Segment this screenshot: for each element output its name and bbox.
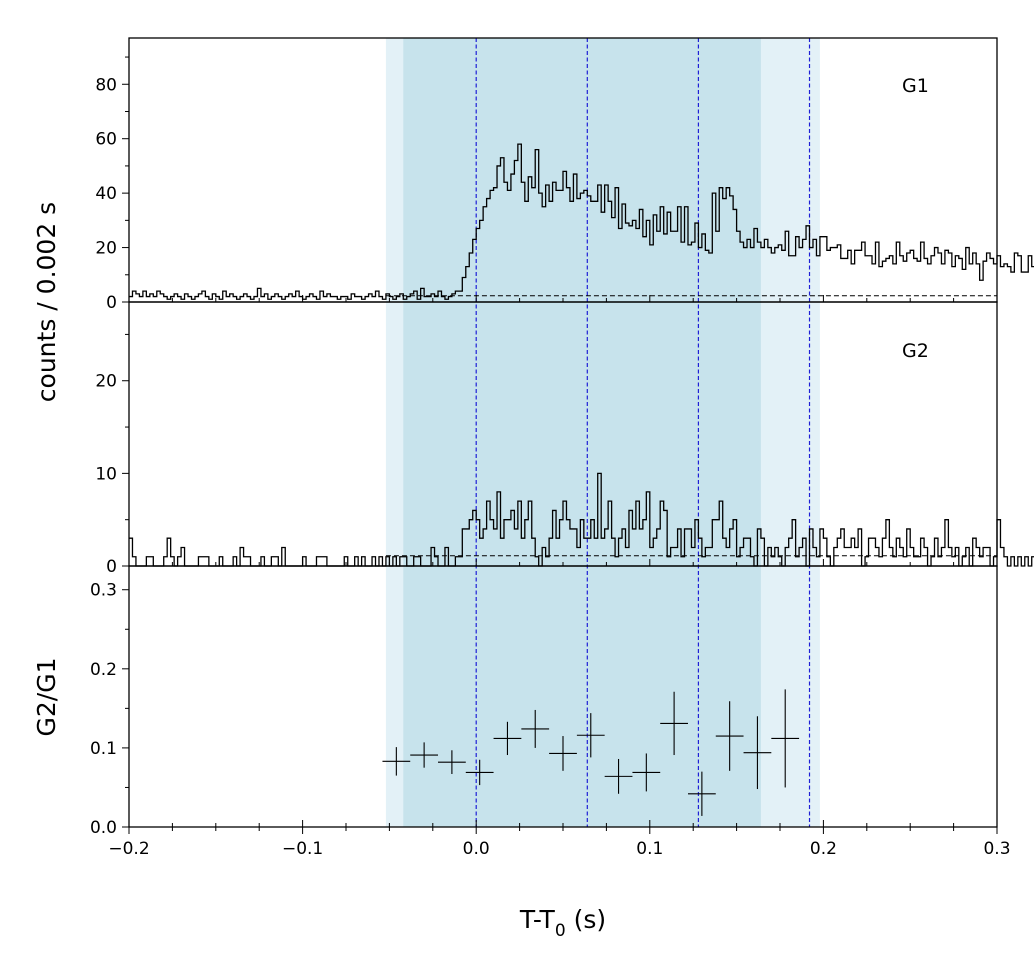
x-axis-label: T-T0 (s) (519, 905, 606, 941)
ytick-label-panel2: 20 (95, 372, 117, 392)
histogram-g2 (129, 472, 1034, 567)
ratio-point-6 (521, 709, 550, 748)
labels: G1 G2 counts / 0.002 s G2/G1 T-T0 (s) (32, 75, 929, 941)
y-axis-label-counts: counts / 0.002 s (32, 202, 61, 402)
ratio-point-12 (687, 771, 716, 816)
shaded-regions (385, 38, 820, 827)
xtick-label: 0.1 (636, 839, 663, 859)
ytick-label-panel1: 80 (95, 75, 117, 95)
ytick-label-panel2: 10 (95, 464, 117, 484)
histogram-g1 (129, 143, 1034, 300)
ytick-label-panel1: 0 (106, 293, 117, 313)
ytick-label-panel1: 20 (95, 239, 117, 259)
y-axis-label-ratio: G2/G1 (32, 658, 61, 737)
x-axis-label-subscript: 0 (555, 921, 566, 941)
xtick-label: −0.2 (108, 839, 149, 859)
ratio-point-13 (715, 701, 744, 771)
shaded-region-2 (403, 38, 761, 827)
ytick-label-panel3: 0.1 (90, 739, 117, 759)
ratio-point-4 (465, 759, 494, 786)
ratio-point-1 (382, 747, 411, 776)
ratio-point-7 (549, 736, 577, 771)
ratio-point-5 (493, 721, 522, 756)
ratio-point-11 (660, 691, 688, 756)
x-axis-label-unit: (s) (566, 905, 606, 934)
ytick-label-panel2: 0 (106, 557, 117, 577)
x-axis-label-main: T-T (519, 905, 556, 934)
ratio-point-3 (438, 750, 466, 775)
ytick-label-panel3: 0.0 (90, 818, 117, 838)
ytick-label-panel3: 0.3 (90, 581, 117, 601)
xtick-label: 0.3 (983, 839, 1010, 859)
ytick-label-panel1: 40 (95, 184, 117, 204)
ratio-point-10 (632, 753, 661, 792)
axes: 0 20 40 60 80 0 10 20 0.0 0.1 0.2 0.3 −0.2 −0.1 0.0 0.1… (90, 37, 1011, 859)
ratio-point-9 (604, 758, 633, 794)
panel-label-g1: G1 (902, 75, 929, 97)
data-series (129, 143, 1034, 816)
xtick-label: 0.2 (810, 839, 837, 859)
interval-dividers (475, 38, 811, 827)
ratio-point-8 (576, 713, 605, 758)
ratio-point-2 (410, 742, 439, 768)
ratio-point-14 (743, 716, 772, 790)
ytick-label-panel3: 0.2 (90, 660, 117, 680)
panel-label-g2: G2 (902, 340, 929, 362)
ytick-label-panel1: 60 (95, 130, 117, 150)
ratio-point-15 (771, 689, 800, 788)
xtick-label: 0.0 (463, 839, 490, 859)
xtick-label: −0.1 (282, 839, 323, 859)
